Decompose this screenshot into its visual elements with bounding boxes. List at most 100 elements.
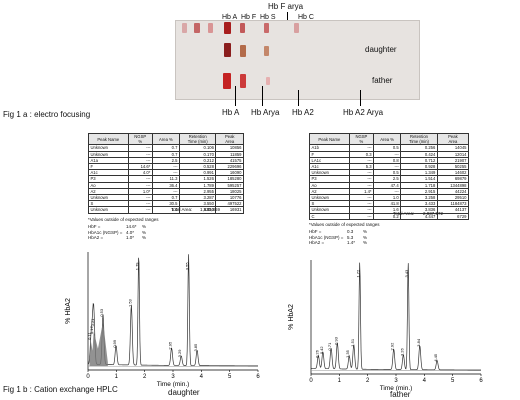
fig1b-caption: Fig 1 b : Cation exchange HPLC: [3, 385, 118, 394]
summary-value: 1.4*: [347, 240, 356, 245]
table-cell: 1184873: [436, 200, 470, 208]
table-row: Unknown --- 1.0 3.850 16931: [88, 206, 244, 214]
band-father: [266, 77, 270, 85]
lane-label-hbf: Hb F: [241, 14, 257, 21]
table-cell: Unknown: [88, 206, 129, 214]
summary-line: HbA2 = 1.4*%: [309, 240, 367, 246]
column-header: Peak Area: [215, 132, 244, 146]
table-row: S --- 30.5 3.550 497522: [88, 200, 244, 208]
table-cell: 10776: [215, 194, 244, 202]
table-header-row: Peak Name NGSP% Area % Retention Time (min) P…: [88, 132, 244, 146]
arrow-hb-arya: [262, 86, 263, 106]
bottom-label-hba2: Hb A2: [292, 108, 314, 117]
summary-value: HbF =: [88, 224, 101, 229]
hplc-chart-father: 0 1 2 3 4 5 6 Time (min.) % HbA2 0.26 0.42 0.710.93…: [288, 260, 483, 392]
summary-line: HbF = 14.6*%: [88, 224, 146, 230]
peak-label: 1.79: [135, 262, 140, 271]
peak-label: 3.43: [404, 269, 409, 278]
band-strip: [240, 23, 245, 33]
fig1a-caption: Fig 1 a : electro focusing: [3, 110, 91, 119]
band-daughter: [240, 45, 246, 57]
peak-table-left: Peak Name NGSP% Area % Retention Time (min) P…: [88, 132, 244, 214]
band-father: [240, 74, 246, 88]
band-strip: [294, 23, 299, 33]
x-axis-label: Time (min.): [380, 385, 413, 392]
peak-label: 0.99: [112, 339, 117, 348]
table-row: A1c 4.0* --- 0.991 16090: [88, 169, 244, 177]
x-tick-label: 5: [228, 374, 232, 380]
column-header: Retention Time (min): [400, 132, 438, 146]
summary-value: HbA2 =: [88, 235, 104, 240]
table-cell: 18025: [215, 187, 244, 196]
x-tick-label: 4: [200, 374, 204, 380]
table-cell: 14.6*: [127, 162, 153, 171]
x-tick-label: 0: [86, 374, 90, 380]
band-strip: [194, 23, 200, 33]
column-header: NGSP%: [348, 132, 375, 146]
summary-value: 14.6*: [126, 224, 137, 229]
summary-value: %: [142, 224, 147, 229]
summary-value: 5.3: [347, 234, 354, 240]
peak-label: 0.21: [90, 318, 95, 327]
table-cell: 497522: [215, 200, 244, 208]
lane-label-hbc: Hb C: [298, 14, 314, 21]
table-cell: 3.850: [178, 206, 217, 214]
y-axis-label: % HbA2: [65, 298, 72, 324]
summary-line: HbF = 0.3%: [309, 229, 367, 235]
daughter-lane-label: daughter: [365, 45, 397, 54]
bottom-label-hba: Hb A: [222, 108, 240, 117]
chromatogram-trace: [87, 254, 258, 367]
peak-label: 2.95: [168, 341, 173, 350]
summary-value: 4.0*: [126, 229, 135, 235]
summary-value: HbA1c (NGSP) =: [88, 229, 123, 235]
band-strip: [224, 22, 231, 34]
peak-label: 1.51: [350, 338, 355, 347]
table-cell: 229696: [215, 162, 244, 171]
arrow-hba: [235, 86, 236, 106]
table-cell: ---: [348, 212, 375, 220]
summary-value: %: [363, 234, 368, 240]
x-tick-label: 2: [366, 378, 370, 384]
band-strip: [208, 23, 213, 33]
column-header: Area %: [151, 132, 180, 146]
table-cell: 41575: [215, 156, 244, 165]
peak-label: 0.42: [319, 346, 324, 355]
table-cell: 185280: [215, 175, 244, 183]
peak-label: 2.92: [390, 342, 395, 351]
table-header-row: Peak Name NGSP% Area % Retention Time (min) P…: [309, 132, 470, 146]
table-row: Unknown --- 0.7 3.287 10776: [88, 194, 244, 202]
summary-value: %: [363, 240, 368, 245]
table-cell: 6729: [436, 212, 470, 220]
table-row: Unknown --- 1.6 3.836 44137: [309, 206, 470, 214]
peak-table-right: Peak Name NGSP% Area % Retention Time (min) P…: [309, 132, 470, 220]
right-total-value: 2,837,572: [423, 211, 444, 216]
summary-line: HbA1c (NGSP) = 4.0*%: [88, 230, 146, 236]
summary-value: 1.0*: [126, 235, 135, 240]
summary-value: %: [363, 229, 368, 234]
column-header: Peak Area: [436, 132, 470, 146]
x-tick-label: 1: [115, 374, 119, 380]
right-total-label: Total Area:: [393, 211, 415, 216]
summary-value: HbA2 =: [309, 240, 325, 245]
peak-label: 0.71: [327, 342, 332, 351]
father-lane-label: father: [372, 76, 393, 85]
daughter-chart-caption: daughter: [168, 388, 200, 397]
summary-value: HbA1c (NGSP) =: [309, 234, 344, 240]
hplc-chart-daughter: 0 1 2 3 4 5 6 Time (min.) % HbA2 0.110.170.21 0.53…: [65, 252, 260, 388]
table-row: Ao --- 36.4 1.789 595257: [88, 181, 244, 189]
peak-label: 3.85: [193, 343, 198, 352]
peak-label: 0.11: [87, 332, 92, 340]
summary-line: HbA1c (NGSP) = 5.3%: [309, 235, 367, 241]
x-tick-label: 6: [479, 378, 483, 384]
table-cell: 16931: [215, 206, 244, 214]
x-tick-label: 3: [171, 374, 175, 380]
table-cell: 1344898: [436, 181, 470, 189]
table-row: Unknown --- 1.0 3.258 29510: [309, 194, 470, 202]
band-father: [223, 73, 231, 89]
band-strip: [182, 23, 187, 33]
column-header: NGSP%: [127, 132, 153, 146]
x-tick-label: 6: [256, 374, 260, 380]
left-note: *Values outside of expected ranges: [88, 217, 159, 222]
summary-value: %: [142, 229, 147, 235]
column-header: Peak Name: [88, 132, 129, 146]
